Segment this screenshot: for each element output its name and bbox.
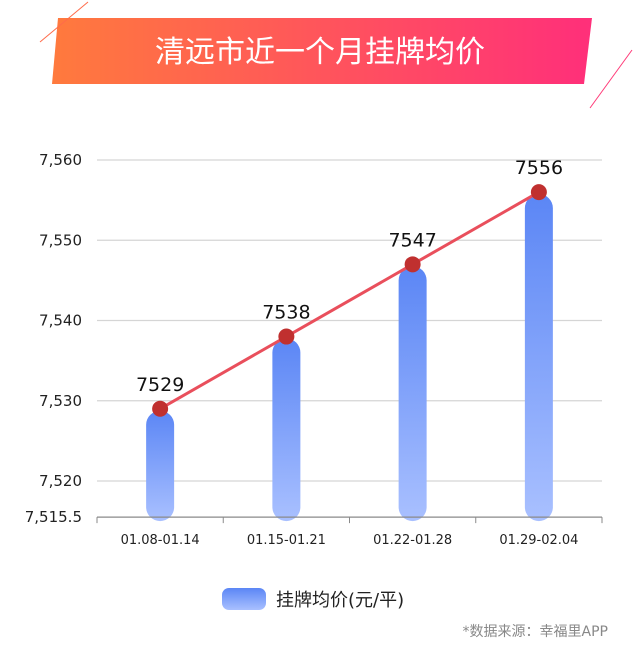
data-point (278, 328, 295, 345)
bar (146, 410, 175, 522)
data-label: 7547 (388, 229, 436, 251)
bar (398, 266, 427, 522)
x-tick-label: 01.08-01.14 (121, 533, 200, 548)
legend: 挂牌均价(元/平) (222, 588, 404, 611)
x-tick-label: 01.29-02.04 (499, 533, 578, 548)
legend-swatch (222, 588, 266, 610)
overlay-line (152, 184, 547, 417)
bars (146, 194, 553, 522)
data-point (152, 400, 169, 417)
source-note: *数据来源：幸福里APP (463, 624, 608, 640)
chart-title: 清远市近一个月挂牌均价 (155, 35, 485, 70)
title-banner: 清远市近一个月挂牌均价 (39, 1, 633, 109)
x-axis (96, 516, 603, 524)
x-tick-label: 01.22-01.28 (373, 533, 452, 548)
data-labels: 7529 7538 7547 7556 (136, 157, 563, 396)
y-tick-label: 7,520 (39, 472, 82, 490)
y-tick-label: 7,560 (39, 151, 82, 169)
y-axis-ticks: 7,515.5 7,520 7,530 7,540 7,550 7,560 (25, 151, 82, 526)
bar (524, 194, 553, 522)
y-tick-label: 7,515.5 (25, 508, 82, 526)
data-label: 7556 (515, 157, 563, 179)
x-tick-label: 01.15-01.21 (247, 533, 326, 548)
grid (97, 159, 602, 482)
legend-label: 挂牌均价(元/平) (276, 590, 404, 611)
bar (272, 338, 301, 522)
series-line (159, 190, 540, 411)
y-tick-label: 7,530 (39, 392, 82, 410)
y-tick-label: 7,540 (39, 312, 82, 330)
data-label: 7529 (136, 374, 184, 396)
data-label: 7538 (262, 302, 310, 324)
data-point (530, 184, 547, 201)
y-tick-label: 7,550 (39, 231, 82, 249)
x-axis-labels: 01.08-01.14 01.15-01.21 01.22-01.28 01.29-0… (121, 533, 579, 548)
data-point (404, 256, 421, 273)
